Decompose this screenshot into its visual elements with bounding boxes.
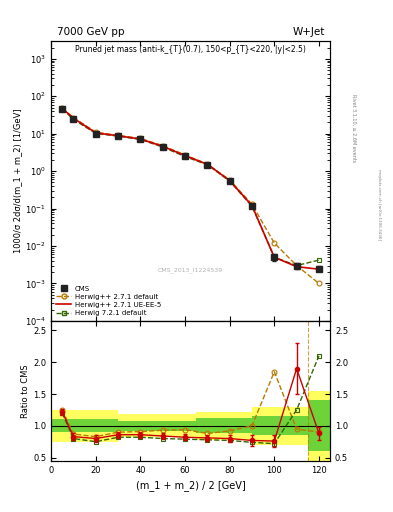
Text: Rivet 3.1.10, ≥ 2.6M events: Rivet 3.1.10, ≥ 2.6M events (351, 94, 356, 162)
X-axis label: (m_1 + m_2) / 2 [GeV]: (m_1 + m_2) / 2 [GeV] (136, 480, 246, 491)
Bar (252, 416, 308, 435)
Text: W+Jet: W+Jet (292, 27, 325, 37)
Text: CMS_2013_I1224539: CMS_2013_I1224539 (158, 268, 223, 273)
Y-axis label: 1000/σ 2dσ/d(m_1 + m_2) [1/GeV]: 1000/σ 2dσ/d(m_1 + m_2) [1/GeV] (13, 109, 22, 253)
Legend: CMS, Herwig++ 2.7.1 default, Herwig++ 2.7.1 UE-EE-5, Herwig 7.2.1 default: CMS, Herwig++ 2.7.1 default, Herwig++ 2.… (55, 284, 162, 317)
Bar (118, 421, 196, 431)
Bar (118, 414, 196, 437)
Y-axis label: Ratio to CMS: Ratio to CMS (21, 364, 30, 418)
Bar (196, 418, 252, 434)
Text: Pruned jet mass (anti-k_{T}(0.7), 150<p_{T}<220, |y|<2.5): Pruned jet mass (anti-k_{T}(0.7), 150<p_… (75, 45, 306, 54)
Bar (308, 391, 341, 461)
Bar (51, 419, 118, 432)
Bar (308, 400, 341, 451)
Text: 7000 GeV pp: 7000 GeV pp (57, 27, 124, 37)
Text: mcplots.cern.ch [arXiv:1306.3436]: mcplots.cern.ch [arXiv:1306.3436] (377, 169, 381, 240)
Bar (252, 407, 308, 445)
Bar (51, 410, 118, 442)
Bar (196, 412, 252, 440)
